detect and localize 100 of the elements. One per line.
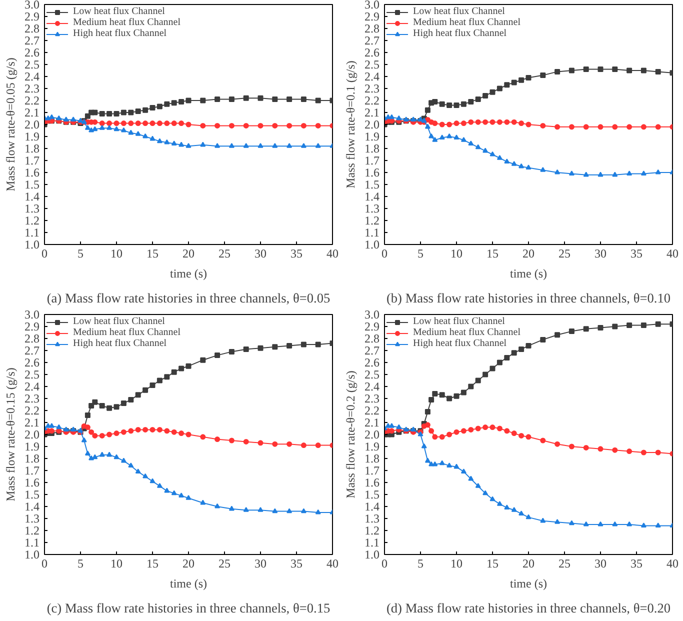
y-tick-label: 2.6 [24,46,40,60]
x-tick-label: 5 [418,556,424,570]
x-tick-label: 10 [450,246,462,260]
y-tick-label: 1.1 [24,536,40,550]
x-tick-label: 20 [182,556,194,570]
x-tick-label: 30 [254,246,266,260]
y-tick-label: 3.0 [364,0,380,12]
legend-label: High heat flux Channel [413,338,507,349]
text: (a) Mass flow rate histories in three channels, θ=0.05 [46,290,331,306]
y-tick-label: 1.1 [364,536,380,550]
y-tick-label: 1.1 [364,226,380,240]
y-tick-label: 1.9 [364,130,380,144]
x-tick-label: 20 [522,556,534,570]
y-tick-label: 1.3 [24,202,40,216]
legend-label: Medium heat flux Channel [413,327,520,338]
y-tick-label: 1.5 [364,488,380,502]
y-tick-label: 2.9 [364,10,380,24]
y-tick-label: 1.3 [364,512,380,526]
x-tick-label: 15 [486,556,498,570]
y-tick-label: 2.1 [24,416,40,430]
y-tick-label: 2.1 [364,416,380,430]
y-tick-label: 2.0 [364,118,380,132]
y-tick-label: 1.1 [24,226,40,240]
legend-label: High heat flux Channel [73,28,167,39]
x-tick-label: 20 [522,246,534,260]
y-tick-label: 1.4 [364,190,380,204]
y-tick-label: 1.6 [364,166,380,180]
y-tick-label: 1.2 [364,214,380,228]
legend-label: Low heat flux Channel [413,316,505,327]
y-tick-label: 1.7 [24,464,40,478]
x-tick-label: 40 [666,556,678,570]
y-tick-label: 2.9 [364,320,380,334]
x-axis-title: time (s) [510,576,548,590]
y-tick-label: 1.9 [24,130,40,144]
y-tick-label: 2.8 [24,22,40,36]
y-tick-label: 1.2 [24,524,40,538]
y-tick-label: 1.9 [364,440,380,454]
x-tick-label: 25 [558,246,570,260]
x-tick-label: 25 [218,556,230,570]
text: (d) Mass flow rate histories in three channels, θ=0.20 [386,600,671,616]
x-tick-label: 30 [594,246,606,260]
x-tick-label: 30 [594,556,606,570]
x-tick-label: 10 [110,556,122,570]
y-tick-label: 2.7 [364,344,380,358]
y-tick-label: 1.8 [24,142,40,156]
y-tick-label: 2.7 [24,344,40,358]
y-tick-label: 2.9 [24,10,40,24]
y-tick-label: 2.3 [364,392,380,406]
y-tick-label: 3.0 [24,0,40,12]
y-tick-label: 2.0 [364,428,380,442]
x-tick-label: 40 [326,556,338,570]
legend-label: Medium heat flux Channel [413,17,520,28]
y-tick-label: 1.8 [364,452,380,466]
x-tick-label: 25 [558,556,570,570]
y-tick-label: 1.6 [24,166,40,180]
y-tick-label: 2.2 [24,94,40,108]
y-tick-label: 2.7 [364,34,380,48]
y-tick-label: 2.6 [364,356,380,370]
x-tick-label: 35 [630,556,642,570]
y-tick-label: 1.0 [364,238,380,252]
x-tick-label: 0 [382,246,388,260]
y-tick-label: 2.9 [24,320,40,334]
x-axis-title: time (s) [170,576,208,590]
y-tick-label: 1.3 [24,512,40,526]
y-tick-label: 1.7 [24,154,40,168]
y-tick-label: 2.2 [24,404,40,418]
y-tick-label: 2.3 [24,392,40,406]
x-tick-label: 0 [382,556,388,570]
x-tick-label: 20 [182,246,194,260]
y-tick-label: 2.7 [24,34,40,48]
y-tick-label: 2.4 [24,70,40,84]
y-tick-label: 1.0 [24,548,40,562]
legend-label: Low heat flux Channel [413,6,505,17]
y-tick-label: 1.3 [364,202,380,216]
legend-label: Medium heat flux Channel [73,327,180,338]
y-tick-label: 2.4 [364,380,380,394]
y-tick-label: 1.9 [24,440,40,454]
x-tick-label: 25 [218,246,230,260]
y-tick-label: 2.8 [364,22,380,36]
y-tick-label: 2.8 [364,332,380,346]
y-tick-label: 2.5 [24,58,40,72]
x-tick-label: 15 [146,246,158,260]
y-tick-label: 2.5 [364,58,380,72]
y-tick-label: 1.8 [364,142,380,156]
y-tick-label: 1.4 [24,190,40,204]
y-tick-label: 3.0 [24,308,40,322]
y-tick-label: 2.3 [364,82,380,96]
y-tick-label: 2.1 [364,106,380,120]
y-tick-label: 1.7 [364,464,380,478]
y-tick-label: 2.2 [364,404,380,418]
x-tick-label: 10 [110,246,122,260]
y-tick-label: 1.7 [364,154,380,168]
text: (c) Mass flow rate histories in three channels, θ=0.15 [46,600,331,616]
text: (b) Mass flow rate histories in three channels, θ=0.10 [386,290,671,306]
x-tick-label: 40 [666,246,678,260]
y-tick-label: 2.4 [24,380,40,394]
y-tick-label: 1.6 [24,476,40,490]
y-tick-label: 2.8 [24,332,40,346]
y-tick-label: 1.4 [24,500,40,514]
y-tick-label: 2.1 [24,106,40,120]
